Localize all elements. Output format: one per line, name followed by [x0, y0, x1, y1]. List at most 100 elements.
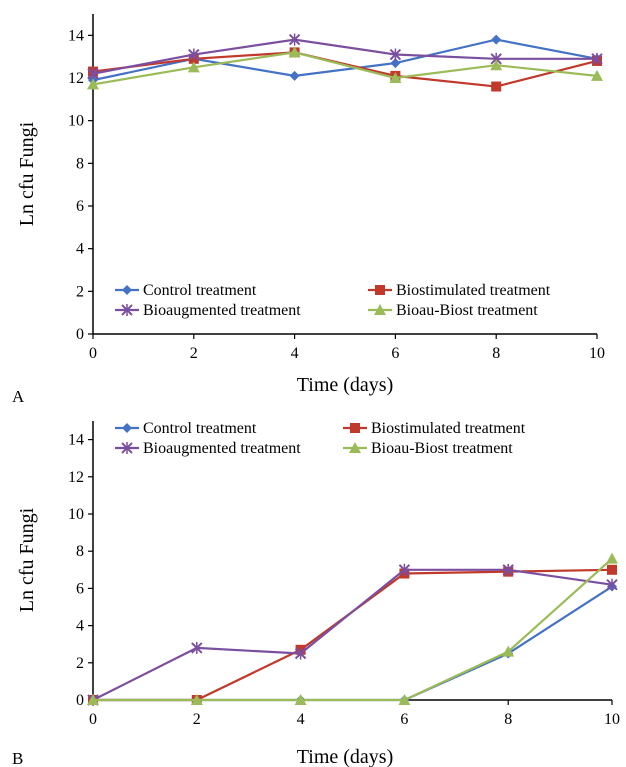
x-tick-label: 10: [589, 345, 605, 362]
legend-entry: Biostimulated treatment: [343, 420, 526, 437]
x-tick-label: 0: [89, 711, 97, 728]
series-control-treatment: [88, 581, 617, 705]
series-bioaugmented-treatment: [87, 563, 618, 706]
series-bioaugmented-treatment: [87, 33, 603, 80]
x-tick-label: 6: [400, 711, 408, 728]
data-point: [288, 33, 301, 46]
y-tick-label: 8: [76, 155, 84, 172]
y-axis-title: Ln cfu Fungi: [16, 507, 38, 612]
data-point: [187, 61, 200, 73]
legend-label: Biostimulated treatment: [371, 420, 526, 437]
data-point: [87, 67, 99, 80]
data-point: [502, 563, 514, 576]
panel-letter: B: [12, 749, 23, 767]
data-point: [607, 564, 617, 575]
data-point: [606, 578, 618, 591]
legend-entry: Bioau-Biost treatment: [343, 440, 513, 457]
data-point: [188, 48, 200, 61]
series-line: [92, 38, 597, 75]
x-tick-label: 8: [492, 345, 500, 362]
y-tick-label: 12: [68, 70, 84, 87]
data-point: [591, 69, 603, 81]
data-point: [398, 694, 411, 705]
series-line: [93, 557, 613, 702]
legend-marker: [349, 442, 361, 453]
x-tick-label: 4: [297, 711, 305, 728]
legend-marker: [122, 285, 132, 295]
legend-label: Control treatment: [143, 420, 257, 437]
data-point: [87, 78, 99, 90]
panel-letter: A: [12, 387, 25, 406]
y-tick-label: 8: [76, 543, 84, 560]
legend-marker: [350, 423, 360, 433]
data-point: [288, 46, 301, 58]
y-tick-label: 10: [68, 506, 84, 523]
x-tick-label: 4: [291, 345, 299, 362]
chart-panel-a: 0 2 4 6 8 10 12 14 0 2 4 6 8 10 Time (days) Ln cfu Fung…: [12, 14, 605, 406]
data-point: [294, 647, 307, 660]
series-bioau-biost-treatment: [87, 552, 618, 705]
series-line: [93, 568, 613, 702]
data-point: [591, 52, 603, 65]
legend-label: Bioaugmented treatment: [143, 302, 301, 319]
y-tick-label: 2: [76, 283, 84, 300]
data-point: [191, 641, 203, 654]
legend-label: Control treatment: [143, 282, 257, 299]
data-point: [389, 48, 402, 61]
y-tick-label: 0: [76, 692, 84, 709]
legend-label: Bioaugmented treatment: [143, 440, 301, 457]
legend-label: Bioau-Biost treatment: [396, 302, 538, 319]
legend-marker: [375, 285, 385, 295]
data-point: [491, 34, 502, 45]
legend-marker: [122, 423, 132, 433]
legend-entry: Bioaugmented treatment: [115, 302, 301, 319]
x-tick-label: 2: [190, 345, 198, 362]
series-line: [92, 51, 598, 86]
series-bioau-biost-treatment: [87, 46, 603, 90]
legend-marker: [121, 304, 133, 316]
data-point: [190, 694, 203, 705]
y-tick-label: 12: [68, 469, 84, 486]
data-point: [490, 59, 503, 71]
series-line: [92, 38, 598, 82]
y-tick-label: 10: [68, 113, 84, 130]
x-axis-title: Time (days): [297, 374, 393, 396]
y-tick-label: 14: [68, 432, 84, 449]
y-tick-label: 4: [76, 241, 84, 258]
legend-marker: [374, 304, 386, 315]
legend-label: Biostimulated treatment: [396, 282, 551, 299]
x-tick-label: 8: [504, 711, 512, 728]
data-point: [398, 563, 411, 576]
x-tick-label: 6: [391, 345, 399, 362]
data-point: [289, 70, 300, 81]
y-axis-title: Ln cfu Fungi: [16, 121, 38, 226]
data-point: [491, 81, 502, 92]
legend-marker: [121, 442, 133, 454]
series-line: [93, 585, 613, 702]
x-tick-label: 2: [193, 711, 201, 728]
legend-label: Bioau-Biost treatment: [371, 440, 513, 457]
legend-entry: Bioaugmented treatment: [115, 440, 301, 457]
y-tick-label: 0: [76, 326, 84, 343]
x-tick-label: 10: [604, 711, 620, 728]
y-tick-label: 2: [76, 655, 84, 672]
legend-entry: Control treatment: [115, 420, 257, 437]
x-axis-title: Time (days): [297, 746, 393, 767]
data-point: [87, 694, 99, 705]
series-line: [92, 568, 613, 701]
data-point: [606, 552, 618, 564]
data-point: [390, 58, 401, 69]
y-tick-label: 4: [76, 618, 84, 635]
data-point: [389, 72, 402, 83]
y-tick-label: 6: [76, 198, 84, 215]
data-point: [294, 694, 307, 705]
legend-entry: Bioau-Biost treatment: [368, 302, 538, 319]
y-tick-label: 14: [68, 27, 84, 44]
legend-entry: Biostimulated treatment: [368, 282, 551, 299]
chart-panel-b: 0 2 4 6 8 10 12 14 0 2 4 6 8 10 Time (days) Ln cfu Fung…: [12, 420, 620, 767]
y-tick-label: 6: [76, 580, 84, 597]
x-tick-label: 0: [89, 345, 97, 362]
legend-entry: Control treatment: [115, 282, 257, 299]
data-point: [502, 645, 515, 657]
